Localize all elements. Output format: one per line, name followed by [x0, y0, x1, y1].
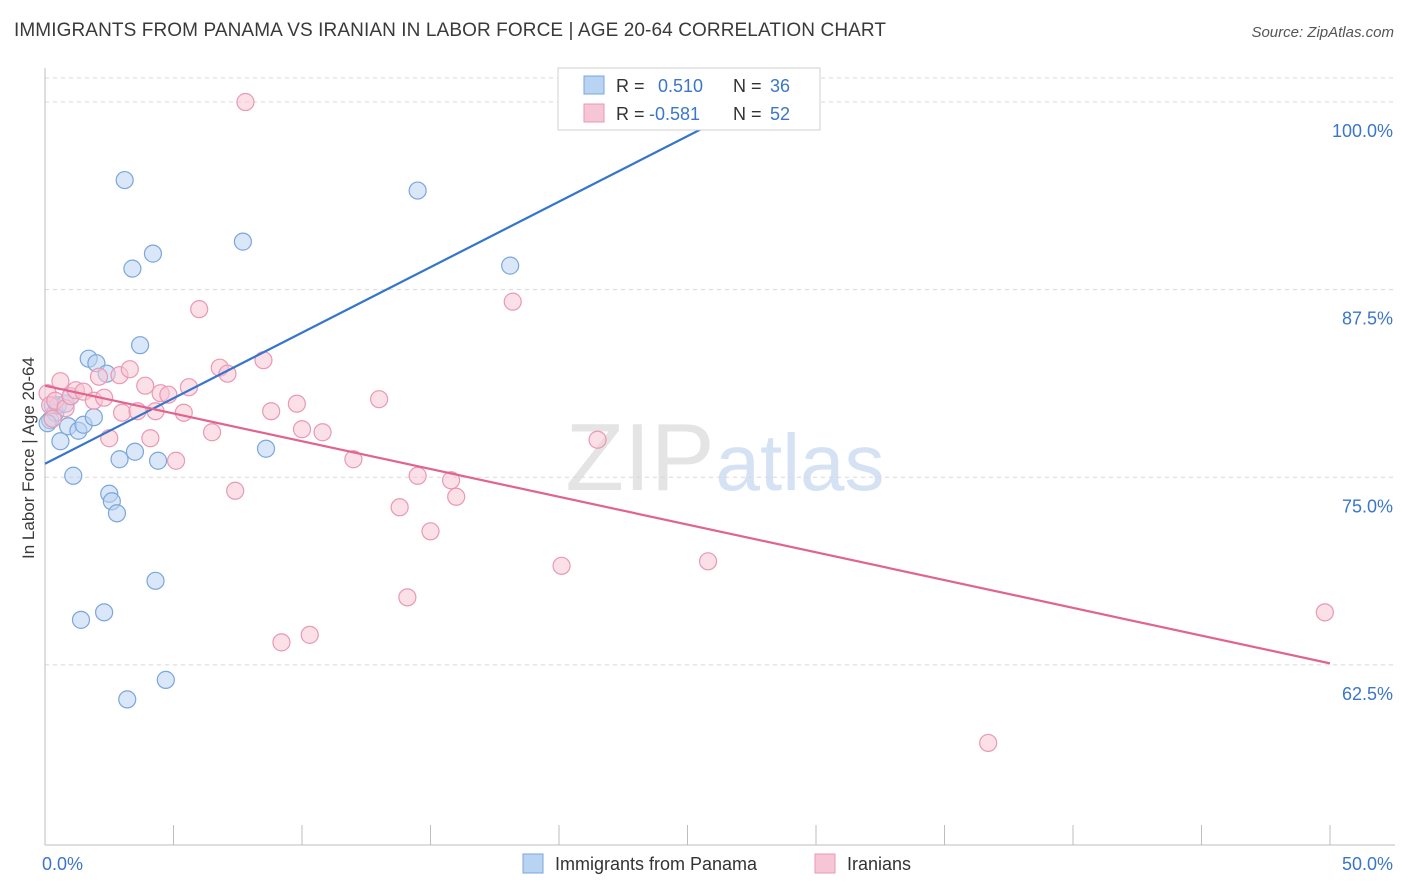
n-label-pink: N = — [733, 104, 762, 124]
point-iranians — [226, 481, 245, 500]
point-iranians — [1315, 603, 1334, 622]
n-value-blue: 36 — [770, 76, 790, 96]
stats-legend: R = 0.510 N = 36 R = -0.581 N = 52 — [557, 67, 821, 131]
point-iranians — [398, 588, 417, 607]
point-iranians — [112, 403, 132, 422]
point-iranians — [344, 450, 363, 469]
y-tick-label: 62.5% — [1342, 684, 1393, 704]
point-iranians — [190, 300, 209, 319]
x-tick-label-min: 0.0% — [42, 854, 83, 874]
r-label-pink: R = — [616, 104, 645, 124]
trendline-iranians — [44, 384, 1331, 665]
point-iranians — [390, 498, 409, 517]
series-legend-label-panama: Immigrants from Panama — [555, 854, 758, 874]
point-panama — [115, 170, 134, 190]
point-iranians — [287, 394, 306, 413]
point-iranians — [698, 552, 718, 571]
point-panama — [110, 450, 129, 469]
point-panama — [408, 181, 427, 200]
point-iranians — [272, 633, 291, 652]
series-legend-label-iranians: Iranians — [847, 854, 911, 874]
point-iranians — [174, 403, 193, 422]
trendline-panama — [44, 101, 755, 465]
point-panama — [107, 504, 127, 523]
chart-title: IMMIGRANTS FROM PANAMA VS IRANIAN IN LAB… — [14, 20, 887, 41]
grid-layer — [45, 77, 1395, 666]
point-iranians — [979, 733, 998, 753]
point-iranians — [300, 625, 319, 644]
y-tick-label: 75.0% — [1342, 496, 1393, 516]
point-panama — [148, 451, 168, 470]
points-layer — [38, 91, 1334, 753]
series-legend-swatch-panama — [522, 853, 544, 874]
point-panama — [130, 336, 150, 355]
point-iranians — [166, 451, 186, 470]
stats-legend-swatch-blue — [583, 75, 605, 95]
watermark-atlas: atlas — [716, 418, 885, 507]
point-iranians — [447, 487, 466, 506]
point-panama — [146, 571, 165, 590]
point-panama — [71, 610, 91, 629]
series-legend-swatch-iranians — [814, 853, 836, 874]
y-tick-label: 100.0% — [1332, 121, 1393, 141]
point-iranians — [43, 409, 62, 428]
point-iranians — [313, 423, 332, 442]
source-label: Source: ZipAtlas.com — [1251, 24, 1394, 41]
stats-legend-swatch-pink — [583, 103, 605, 123]
point-panama — [51, 432, 70, 451]
point-panama — [123, 259, 142, 278]
n-label-blue: N = — [733, 76, 762, 96]
point-iranians — [370, 390, 389, 409]
point-iranians — [202, 423, 222, 442]
watermark-zip: ZIP — [565, 404, 714, 511]
point-iranians — [292, 420, 312, 439]
point-iranians — [262, 402, 281, 421]
x-tick-label-max: 50.0% — [1342, 854, 1393, 874]
point-panama — [95, 603, 114, 622]
point-panama — [143, 244, 163, 263]
point-iranians — [89, 367, 109, 386]
y-tick-label: 87.5% — [1342, 309, 1393, 329]
point-iranians — [588, 430, 607, 449]
point-iranians — [236, 92, 255, 112]
point-panama — [501, 256, 520, 275]
point-panama — [256, 439, 276, 458]
point-iranians — [503, 292, 522, 311]
r-value-blue: 0.510 — [658, 76, 703, 96]
point-iranians — [421, 522, 440, 541]
n-value-pink: 52 — [770, 104, 790, 124]
point-panama — [64, 466, 83, 485]
point-iranians — [141, 429, 160, 448]
r-label-blue: R = — [616, 76, 645, 96]
point-panama — [125, 442, 145, 461]
point-panama — [156, 670, 175, 689]
y-axis-label: In Labor Force | Age 20-64 — [19, 357, 38, 559]
point-iranians — [441, 471, 461, 490]
point-panama — [233, 232, 252, 251]
point-iranians — [136, 376, 155, 395]
point-panama — [84, 408, 103, 427]
axes-layer: 62.5% 75.0% 87.5% 100.0% — [44, 68, 1395, 846]
r-value-pink: -0.581 — [649, 104, 700, 124]
point-iranians — [552, 556, 571, 575]
point-iranians — [120, 360, 139, 379]
series-legend: Immigrants from Panama Iranians — [522, 853, 911, 874]
trend-layer — [44, 101, 1331, 665]
point-panama — [118, 690, 137, 709]
point-iranians — [100, 429, 119, 448]
point-iranians — [408, 466, 427, 485]
